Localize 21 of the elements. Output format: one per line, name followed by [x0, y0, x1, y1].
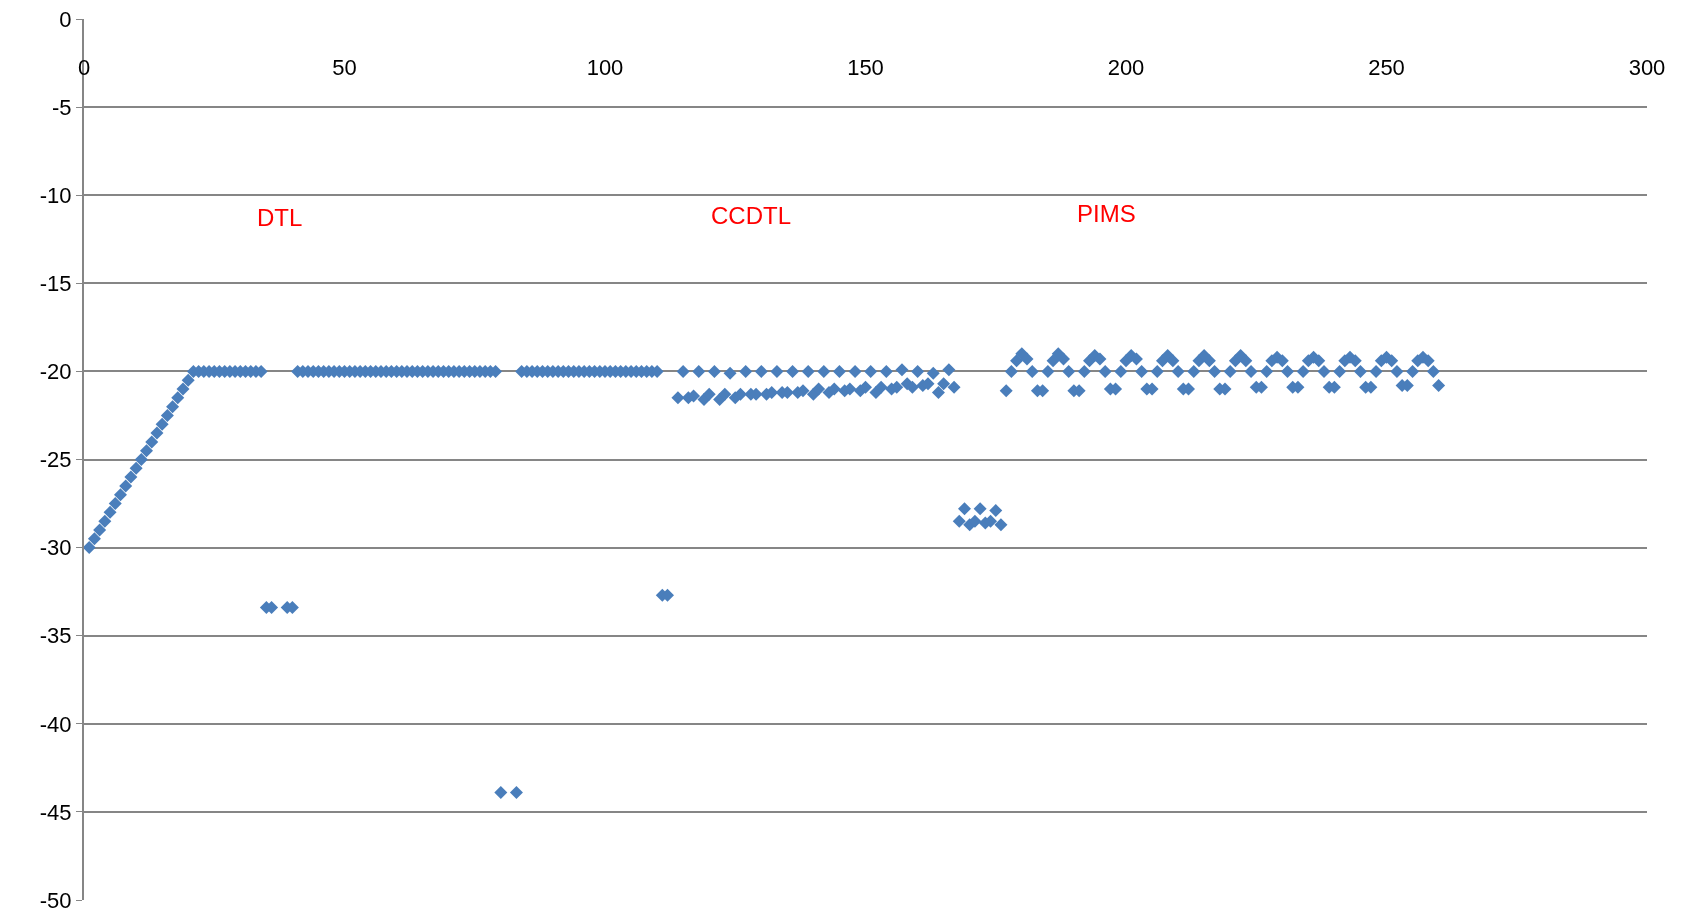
x-tick-label: 200	[1107, 55, 1145, 81]
x-tick-label: 0	[77, 55, 91, 81]
annotation: CCDTL	[711, 202, 792, 229]
y-tick-label: -45	[39, 799, 72, 825]
x-tick-label: 50	[332, 55, 357, 81]
x-tick-label: 250	[1368, 55, 1405, 81]
annotation: PIMS	[1077, 200, 1136, 227]
annotation: DTL	[257, 204, 303, 231]
y-tick-label: -35	[39, 623, 72, 649]
y-tick-label: -5	[52, 94, 72, 120]
x-tick-label: 150	[847, 55, 884, 81]
y-tick-label: -40	[39, 711, 72, 737]
y-tick-label: -15	[39, 271, 72, 296]
y-tick-label: -25	[39, 447, 72, 473]
x-tick-label: 100	[586, 55, 624, 81]
y-tick-label: -20	[39, 359, 72, 385]
x-tick-label: 300	[1628, 55, 1666, 81]
y-tick-label: -50	[39, 887, 72, 913]
y-tick-label: -10	[39, 182, 72, 208]
y-tick-label: 0	[59, 6, 72, 32]
y-tick-label: -30	[39, 535, 72, 561]
